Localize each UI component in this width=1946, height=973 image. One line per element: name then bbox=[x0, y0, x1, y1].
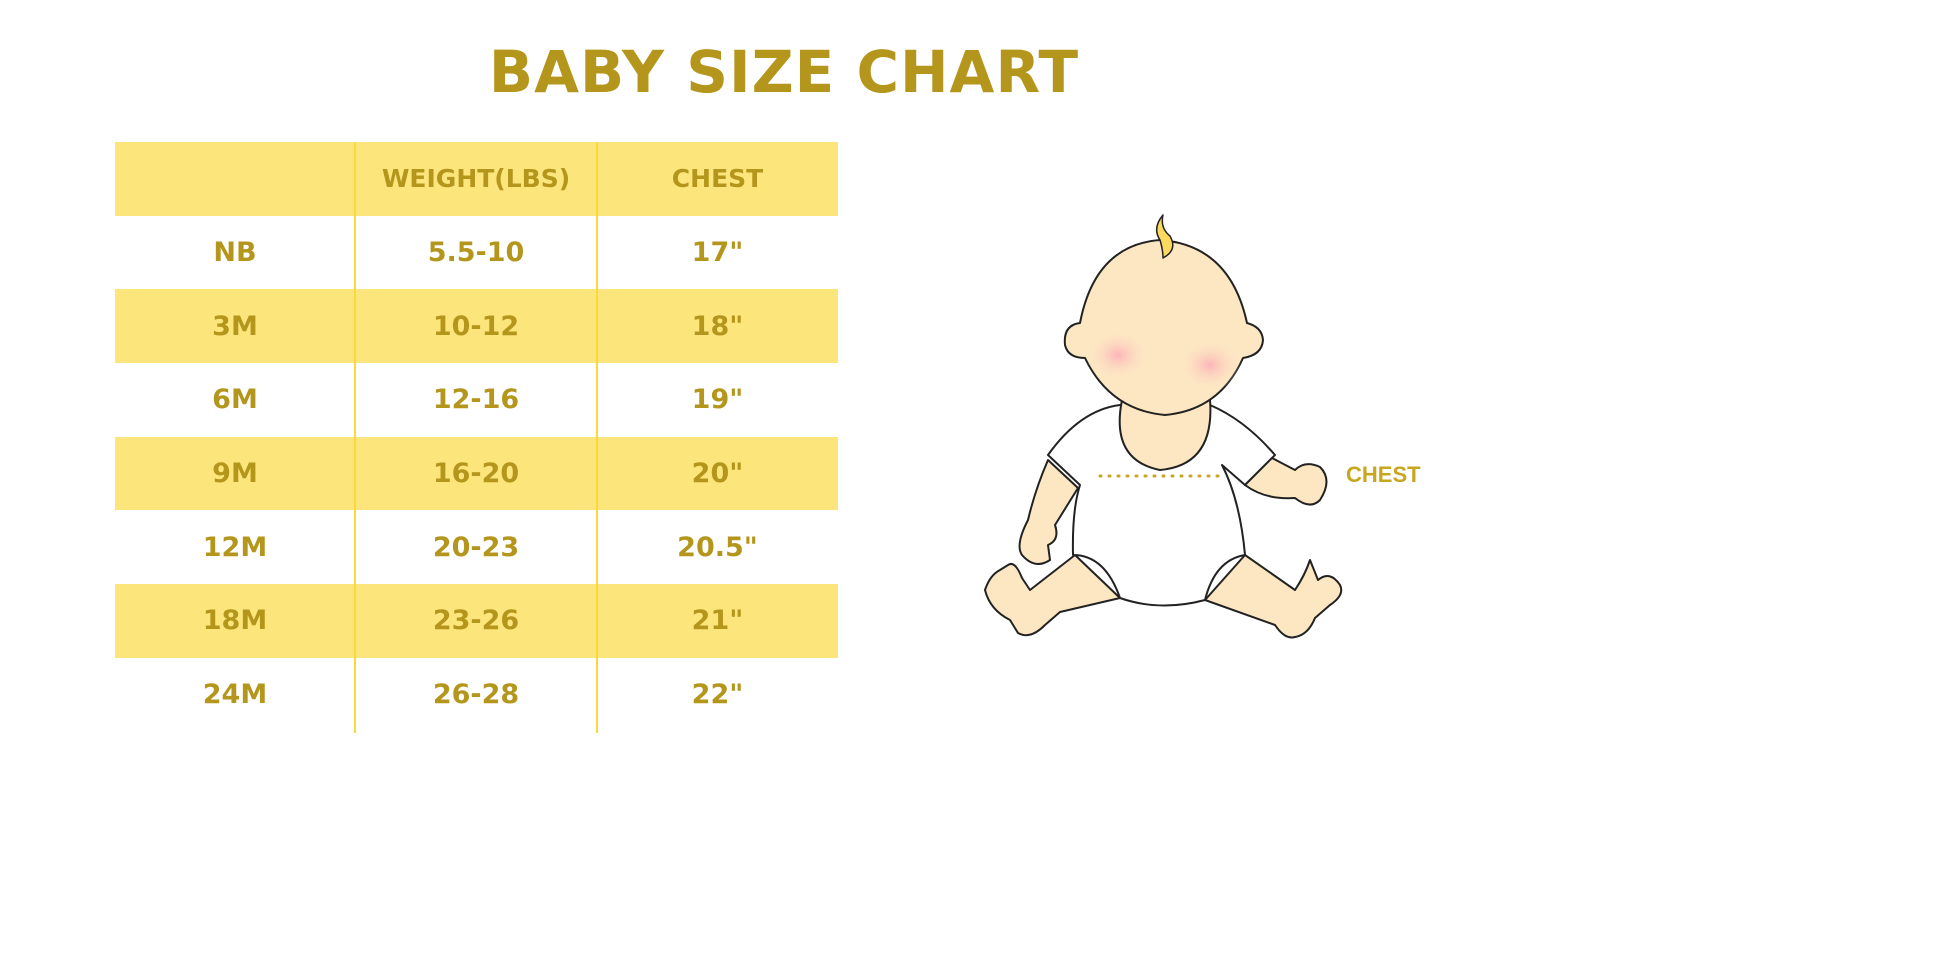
table-header: WEIGHT(LBS) CHEST bbox=[115, 142, 838, 216]
weight-cell: 23-26 bbox=[432, 605, 520, 637]
weight-cell: 26-28 bbox=[432, 679, 520, 711]
size-cell: 9M bbox=[212, 458, 258, 490]
table-row: 12M 20-23 20.5" bbox=[115, 510, 838, 584]
chest-cell: 22" bbox=[691, 679, 744, 711]
weight-cell: 5.5-10 bbox=[427, 237, 525, 269]
size-cell: 18M bbox=[202, 605, 268, 637]
baby-illustration bbox=[984, 214, 1343, 639]
weight-cell: 12-16 bbox=[432, 384, 520, 416]
chest-cell: 20.5" bbox=[677, 531, 758, 563]
chest-cell: 19" bbox=[691, 384, 744, 416]
size-cell: 3M bbox=[212, 310, 258, 342]
column-divider bbox=[596, 142, 598, 733]
weight-cell: 10-12 bbox=[432, 310, 520, 342]
page-title: BABY SIZE CHART bbox=[488, 38, 1080, 106]
chest-cell: 20" bbox=[691, 458, 744, 490]
size-table: WEIGHT(LBS) CHEST NB 5.5-10 17" 3M 10-12… bbox=[115, 142, 838, 732]
size-cell: 24M bbox=[202, 679, 268, 711]
table-row: 9M 16-20 20" bbox=[115, 436, 838, 511]
column-divider bbox=[354, 142, 356, 733]
table-row: 18M 23-26 21" bbox=[115, 584, 838, 658]
table-row: 6M 12-16 19" bbox=[115, 363, 838, 437]
header-cell: WEIGHT(LBS) bbox=[381, 164, 571, 194]
table-row: 3M 10-12 18" bbox=[115, 289, 838, 364]
size-cell: 6M bbox=[212, 384, 258, 416]
size-cell: 12M bbox=[202, 531, 268, 563]
header-cell: CHEST bbox=[671, 164, 764, 194]
chest-cell: 18" bbox=[691, 310, 744, 342]
weight-cell: 20-23 bbox=[432, 531, 520, 563]
chest-label: CHEST bbox=[1346, 462, 1421, 487]
chest-cell: 17" bbox=[691, 237, 744, 269]
chest-cell: 21" bbox=[691, 605, 744, 637]
table-row: 24M 26-28 22" bbox=[115, 658, 838, 732]
table-row: NB 5.5-10 17" bbox=[115, 216, 838, 290]
size-cell: NB bbox=[213, 237, 257, 269]
weight-cell: 16-20 bbox=[432, 458, 520, 490]
